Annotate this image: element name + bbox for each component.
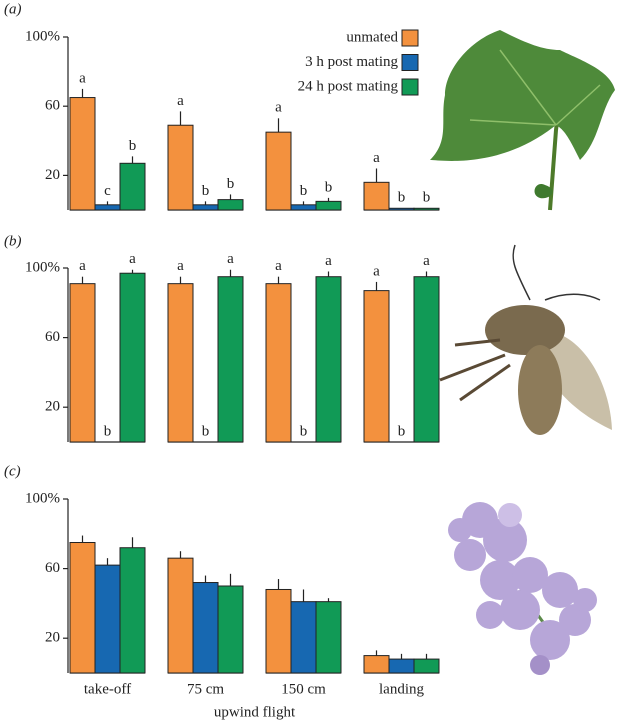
bar (94, 204, 121, 211)
bar (363, 290, 390, 443)
lilac-image (448, 502, 597, 675)
significance-label: a (373, 263, 380, 279)
bar (217, 276, 244, 443)
significance-label: b (325, 179, 333, 195)
panel-label: (c) (4, 463, 21, 479)
x-axis-label: upwind flight (214, 704, 296, 720)
bar (265, 283, 292, 443)
bar (265, 131, 292, 211)
y-tick-label: 100% (25, 259, 60, 275)
bar (217, 585, 244, 674)
y-tick-label: 20 (45, 167, 60, 183)
x-tick-label: landing (379, 681, 424, 697)
x-tick-label: 75 cm (187, 681, 224, 697)
significance-label: a (177, 93, 184, 109)
legend-label: 24 h post mating (298, 78, 399, 94)
bar (315, 200, 342, 211)
bar (363, 655, 390, 674)
bar (290, 601, 317, 674)
panel-label: (b) (4, 233, 22, 249)
bar (192, 582, 219, 674)
significance-label: b (398, 423, 406, 439)
bar (167, 283, 194, 443)
legend-label: 3 h post mating (305, 54, 398, 70)
bar (167, 124, 194, 211)
significance-label: a (275, 100, 282, 116)
legend-label: unmated (346, 29, 398, 45)
bar (413, 276, 440, 443)
legend-swatch (401, 29, 419, 47)
significance-label: c (104, 183, 111, 199)
significance-label: a (79, 70, 86, 86)
significance-label: b (104, 423, 112, 439)
leaf-image (430, 30, 615, 211)
significance-label: b (300, 423, 308, 439)
y-tick-label: 60 (45, 98, 60, 114)
legend-swatch (401, 54, 419, 71)
significance-label: a (423, 253, 430, 269)
significance-label: b (227, 176, 235, 192)
panel-label: (a) (4, 1, 22, 17)
legend-swatch (401, 78, 419, 96)
bar (119, 272, 146, 443)
bar (265, 588, 292, 674)
significance-label: a (373, 150, 380, 166)
bar (315, 601, 342, 674)
y-tick-label: 60 (45, 329, 60, 345)
significance-label: a (275, 258, 282, 274)
significance-label: a (325, 253, 332, 269)
significance-label: b (202, 183, 210, 199)
y-tick-label: 100% (25, 28, 60, 44)
significance-label: a (227, 251, 234, 267)
bar (413, 207, 440, 211)
bar (363, 181, 390, 211)
bar (290, 204, 317, 211)
bar (119, 162, 146, 211)
significance-label: a (129, 251, 136, 267)
bar (388, 207, 415, 211)
significance-label: b (202, 423, 210, 439)
bar (413, 658, 440, 674)
bar (69, 283, 96, 443)
x-tick-label: 150 cm (281, 681, 326, 697)
y-tick-label: 20 (45, 399, 60, 415)
bar (167, 557, 194, 674)
y-tick-label: 100% (25, 490, 60, 506)
significance-label: b (300, 183, 308, 199)
bar (94, 564, 121, 674)
significance-label: b (398, 190, 406, 206)
significance-label: b (129, 138, 137, 154)
bar (217, 199, 244, 211)
bar (119, 547, 146, 674)
moth-image (439, 244, 612, 435)
y-tick-label: 60 (45, 560, 60, 576)
bar (388, 658, 415, 674)
significance-label: a (177, 258, 184, 274)
bar (192, 204, 219, 211)
significance-label: b (423, 190, 431, 206)
bar (315, 276, 342, 443)
significance-label: a (79, 258, 86, 274)
y-tick-label: 20 (45, 630, 60, 646)
x-tick-label: take-off (84, 681, 131, 697)
bar (69, 97, 96, 211)
bar (69, 542, 96, 674)
